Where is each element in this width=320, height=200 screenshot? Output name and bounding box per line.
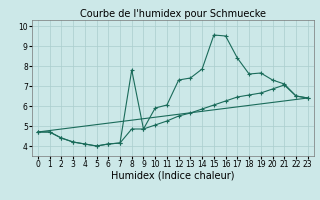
Title: Courbe de l'humidex pour Schmuecke: Courbe de l'humidex pour Schmuecke bbox=[80, 9, 266, 19]
X-axis label: Humidex (Indice chaleur): Humidex (Indice chaleur) bbox=[111, 171, 235, 181]
